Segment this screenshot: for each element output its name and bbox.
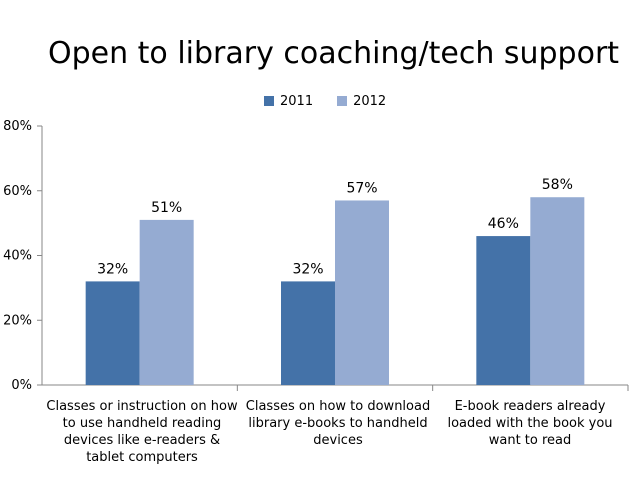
data-label-2012-cat3: 58% xyxy=(542,177,573,193)
data-label-2012-cat1: 51% xyxy=(151,200,182,216)
bar-2011-cat1 xyxy=(85,281,140,385)
data-label-2011-cat2: 32% xyxy=(292,261,323,277)
data-label-2011-cat1: 32% xyxy=(97,261,128,277)
y-tick-label-60: 60% xyxy=(3,184,32,199)
chart-title: Open to library coaching/tech support xyxy=(48,36,620,71)
y-tick-label-40: 40% xyxy=(3,249,32,264)
category-label-2: Classes on how to download library e-boo… xyxy=(245,399,431,448)
bar-2012-cat2 xyxy=(335,200,389,385)
legend-label-2011: 2011 xyxy=(280,93,314,109)
bar-2011-cat2 xyxy=(281,281,335,385)
y-tick-label-0: 0% xyxy=(11,378,32,393)
category-label-1: Classes or instruction on how to use han… xyxy=(46,399,238,465)
data-label-2011-cat3: 46% xyxy=(488,216,519,232)
legend: 2011 2012 xyxy=(264,92,386,110)
legend-swatch-2012 xyxy=(337,96,348,106)
y-tick-label-20: 20% xyxy=(3,313,32,328)
y-tick-label-80: 80% xyxy=(3,119,32,134)
legend-item-2011: 2011 xyxy=(264,94,313,109)
bar-2011-cat3 xyxy=(476,236,531,385)
data-label-2012-cat2: 57% xyxy=(346,180,377,196)
legend-swatch-2011 xyxy=(264,96,274,106)
bar-2012-cat3 xyxy=(530,197,585,385)
legend-item-2012: 2012 xyxy=(337,94,386,109)
legend-label-2012: 2012 xyxy=(353,93,387,109)
bar-2012-cat1 xyxy=(139,219,194,385)
category-label-3: E-book readers already loaded with the b… xyxy=(447,399,613,448)
